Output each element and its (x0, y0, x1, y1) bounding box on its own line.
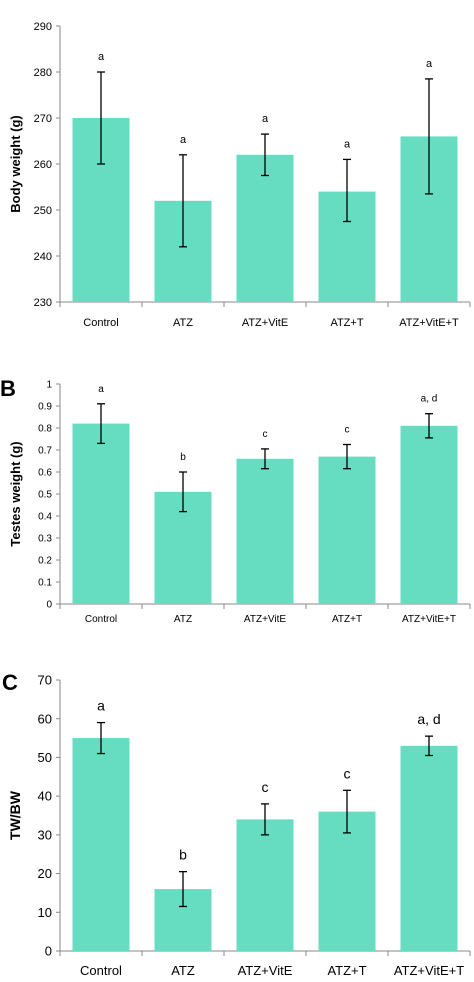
significance-label: b (179, 847, 187, 863)
significance-label: c (263, 429, 268, 440)
y-tick-label: 0.1 (38, 578, 52, 589)
bar (236, 819, 294, 951)
y-tick-label: 260 (34, 159, 52, 171)
y-tick-label: 1 (46, 380, 52, 391)
y-tick-label: 60 (38, 711, 52, 726)
y-tick-label: 70 (38, 673, 52, 688)
bar (400, 425, 458, 604)
bar (318, 811, 376, 951)
x-category-label: ATZ+T (330, 317, 363, 329)
significance-label: c (345, 425, 350, 436)
x-category-label: ATZ (173, 317, 193, 329)
y-tick-label: 20 (38, 866, 52, 881)
y-tick-label: 270 (34, 113, 52, 125)
x-category-label: ATZ+VitE+T (394, 963, 464, 978)
y-tick-label: 230 (34, 297, 52, 309)
significance-label: a (98, 51, 105, 63)
y-tick-label: 0.3 (38, 534, 52, 545)
y-axis-label: TW/BW (7, 790, 23, 840)
x-category-label: Control (80, 963, 122, 978)
y-tick-label: 240 (34, 251, 52, 263)
bar (318, 456, 376, 604)
significance-label: a (344, 138, 351, 150)
x-category-label: ATZ+VitE (242, 317, 288, 329)
panel-label: C (2, 670, 18, 695)
significance-label: b (180, 452, 186, 463)
y-tick-label: 0.8 (38, 424, 52, 435)
y-tick-label: 10 (38, 905, 52, 920)
x-category-label: ATZ (171, 963, 195, 978)
y-tick-label: 280 (34, 67, 52, 79)
y-tick-label: 0.9 (38, 402, 52, 413)
bar (72, 738, 130, 951)
x-category-label: ATZ+VitE+T (399, 317, 459, 329)
y-axis-label: Testes weight (g) (8, 441, 23, 546)
y-tick-label: 50 (38, 750, 52, 765)
y-tick-label: 0.2 (38, 556, 52, 567)
significance-label: a (97, 698, 105, 714)
y-tick-label: 290 (34, 21, 52, 33)
significance-label: a (180, 134, 187, 146)
significance-label: a (262, 113, 269, 125)
x-category-label: Control (83, 317, 118, 329)
y-tick-label: 0.7 (38, 446, 52, 457)
y-tick-label: 0.5 (38, 490, 52, 501)
panel-label: B (0, 376, 16, 401)
x-category-label: ATZ+VitE+T (402, 614, 456, 625)
significance-label: a, d (421, 394, 438, 405)
significance-label: a (426, 58, 433, 70)
y-tick-label: 30 (38, 827, 52, 842)
significance-label: c (344, 765, 351, 781)
bar (400, 745, 458, 951)
y-axis-label: Body weight (g) (8, 115, 23, 213)
y-tick-label: 250 (34, 205, 52, 217)
significance-label: a, d (417, 711, 440, 727)
bar (236, 154, 294, 302)
significance-label: a (98, 384, 104, 395)
x-category-label: ATZ+T (327, 963, 366, 978)
y-tick-label: 40 (38, 789, 52, 804)
x-category-label: Control (85, 614, 117, 625)
y-tick-label: 0.4 (38, 512, 52, 523)
bar (236, 458, 294, 604)
y-tick-label: 0 (46, 600, 52, 611)
x-category-label: ATZ+VitE (238, 963, 293, 978)
x-category-label: ATZ+VitE (244, 614, 286, 625)
significance-label: c (262, 779, 269, 795)
x-category-label: ATZ+T (332, 614, 362, 625)
x-category-label: ATZ (174, 614, 192, 625)
y-tick-label: 0.6 (38, 468, 52, 479)
y-tick-label: 0 (45, 944, 52, 959)
bar (72, 423, 130, 604)
